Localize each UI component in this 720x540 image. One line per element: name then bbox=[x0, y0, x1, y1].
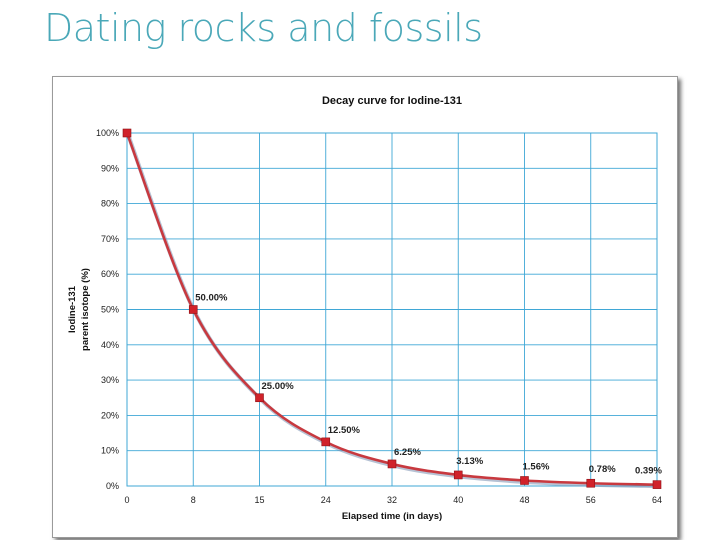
data-point bbox=[520, 476, 529, 485]
plot-area-border bbox=[126, 132, 658, 487]
data-point bbox=[586, 478, 596, 488]
data-label: 50.00% bbox=[195, 293, 228, 304]
data-point bbox=[122, 128, 132, 138]
data-label: 0.78% bbox=[589, 464, 616, 475]
y-tick-label: 30% bbox=[101, 375, 119, 385]
y-tick-label: 0% bbox=[106, 481, 119, 491]
y-tick-label: 50% bbox=[101, 305, 119, 315]
data-label: 1.56% bbox=[523, 461, 550, 472]
y-tick-label: 40% bbox=[101, 340, 119, 350]
x-tick-label: 32 bbox=[387, 495, 397, 505]
x-tick-label: 56 bbox=[586, 495, 596, 505]
data-label: 3.13% bbox=[456, 456, 483, 467]
chart-title: Decay curve for Iodine-131 bbox=[322, 95, 462, 107]
slide-title: Dating rocks and fossils bbox=[44, 6, 483, 50]
data-label: 25.00% bbox=[262, 381, 295, 392]
y-tick-label: 10% bbox=[101, 446, 119, 456]
data-label: 0.39% bbox=[635, 466, 662, 477]
x-axis-label: Elapsed time (in days) bbox=[342, 511, 442, 522]
y-tick-label: 20% bbox=[101, 410, 119, 420]
y-tick-label: 100% bbox=[96, 128, 119, 138]
data-point bbox=[255, 393, 264, 403]
data-label: 6.25% bbox=[394, 447, 421, 458]
x-tick-label: 24 bbox=[321, 495, 331, 505]
y-tick-label: 90% bbox=[101, 163, 119, 173]
data-point bbox=[321, 437, 331, 447]
data-point bbox=[188, 305, 198, 314]
data-point bbox=[387, 459, 397, 469]
data-point bbox=[453, 470, 463, 480]
y-axis-label-line2: parent isotope (%) bbox=[80, 268, 91, 351]
data-label: 12.50% bbox=[328, 425, 361, 436]
x-tick-label: 64 bbox=[652, 495, 662, 505]
x-tick-label: 15 bbox=[254, 495, 264, 505]
y-tick-label: 80% bbox=[101, 199, 119, 209]
x-tick-label: 8 bbox=[191, 495, 196, 505]
series-line-shadow bbox=[126, 133, 659, 489]
x-tick-label: 40 bbox=[453, 495, 463, 505]
x-tick-label: 0 bbox=[124, 495, 129, 505]
y-tick-label: 70% bbox=[101, 234, 119, 244]
y-axis-label-line1: Iodine-131 bbox=[67, 285, 78, 333]
y-tick-label: 60% bbox=[101, 269, 119, 279]
x-tick-label: 48 bbox=[519, 495, 529, 505]
decay-chart: Decay curve for Iodine-131 0% 10% 20% 30% 40%… bbox=[67, 95, 662, 522]
chart-frame: Decay curve for Iodine-131 0% 10% 20% 30% 40%… bbox=[52, 76, 678, 538]
data-point bbox=[652, 480, 662, 489]
